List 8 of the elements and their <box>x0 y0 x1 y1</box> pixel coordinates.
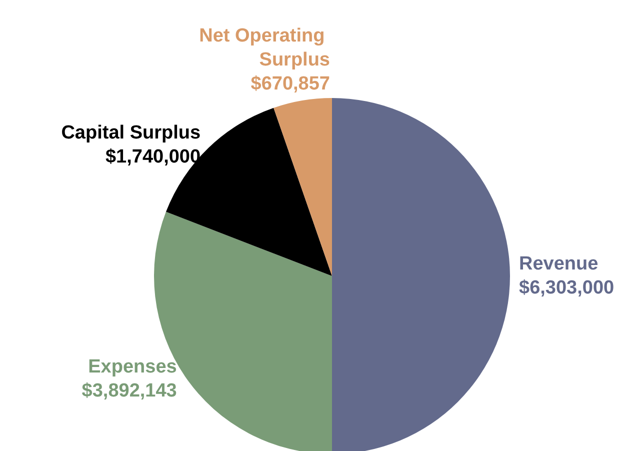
data-label: $6,303,000 <box>519 278 614 298</box>
slice-label: Revenue <box>519 254 598 274</box>
slice-label: Expenses <box>88 356 177 378</box>
slice-label: Capital Surplus <box>61 122 201 144</box>
data-label: $1,740,000 <box>105 146 201 168</box>
data-label: $670,857 <box>250 74 330 94</box>
data-label: $3,892,143 <box>82 380 177 402</box>
slice-label: Net Operating Surplus <box>199 26 330 70</box>
